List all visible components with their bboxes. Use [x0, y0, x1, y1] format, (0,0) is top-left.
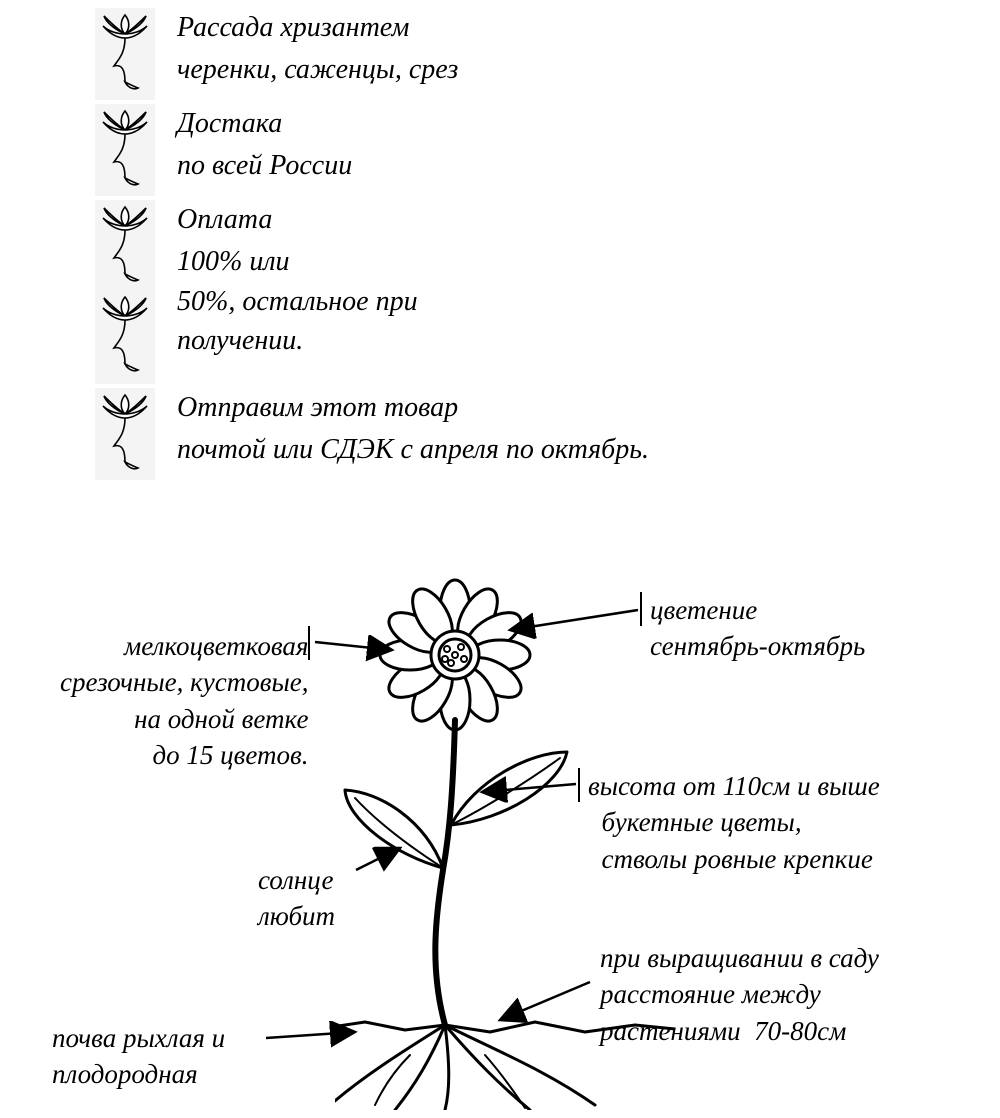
info-subtitle: по всей России	[177, 146, 352, 186]
arrows-layer-icon	[80, 570, 950, 1110]
info-title: Достака	[177, 104, 352, 144]
info-subtitle: почтой или СДЭК с апреля по октябрь.	[177, 430, 649, 470]
lotus-ornament-icon	[95, 104, 155, 196]
info-list: Рассада хризантем черенки, саженцы, срез…	[95, 8, 915, 484]
info-text: Оплата 100% или50%, остальное приполучен…	[155, 200, 418, 361]
info-title: Рассада хризантем	[177, 8, 458, 48]
info-text: Отправим этот товар почтой или СДЭК с ап…	[155, 388, 649, 470]
lotus-ornament-icon	[95, 8, 155, 100]
plant-diagram: цветениесентябрь-октябрь мелкоцветковаяс…	[80, 570, 950, 1110]
info-item-payment: Оплата 100% или50%, остальное приполучен…	[95, 200, 915, 384]
info-item-shipping: Отправим этот товар почтой или СДЭК с ап…	[95, 388, 915, 480]
info-title: Отправим этот товар	[177, 388, 649, 428]
info-item-seedlings: Рассада хризантем черенки, саженцы, срез	[95, 8, 915, 100]
info-text: Рассада хризантем черенки, саженцы, срез	[155, 8, 458, 90]
info-item-delivery: Достака по всей России	[95, 104, 915, 196]
info-subtitle: 100% или50%, остальное приполучении.	[177, 242, 418, 361]
info-title: Оплата	[177, 200, 418, 240]
lotus-ornament-icon	[95, 388, 155, 480]
info-subtitle: черенки, саженцы, срез	[177, 50, 458, 90]
lotus-ornament-icon	[95, 200, 155, 384]
info-text: Достака по всей России	[155, 104, 352, 186]
